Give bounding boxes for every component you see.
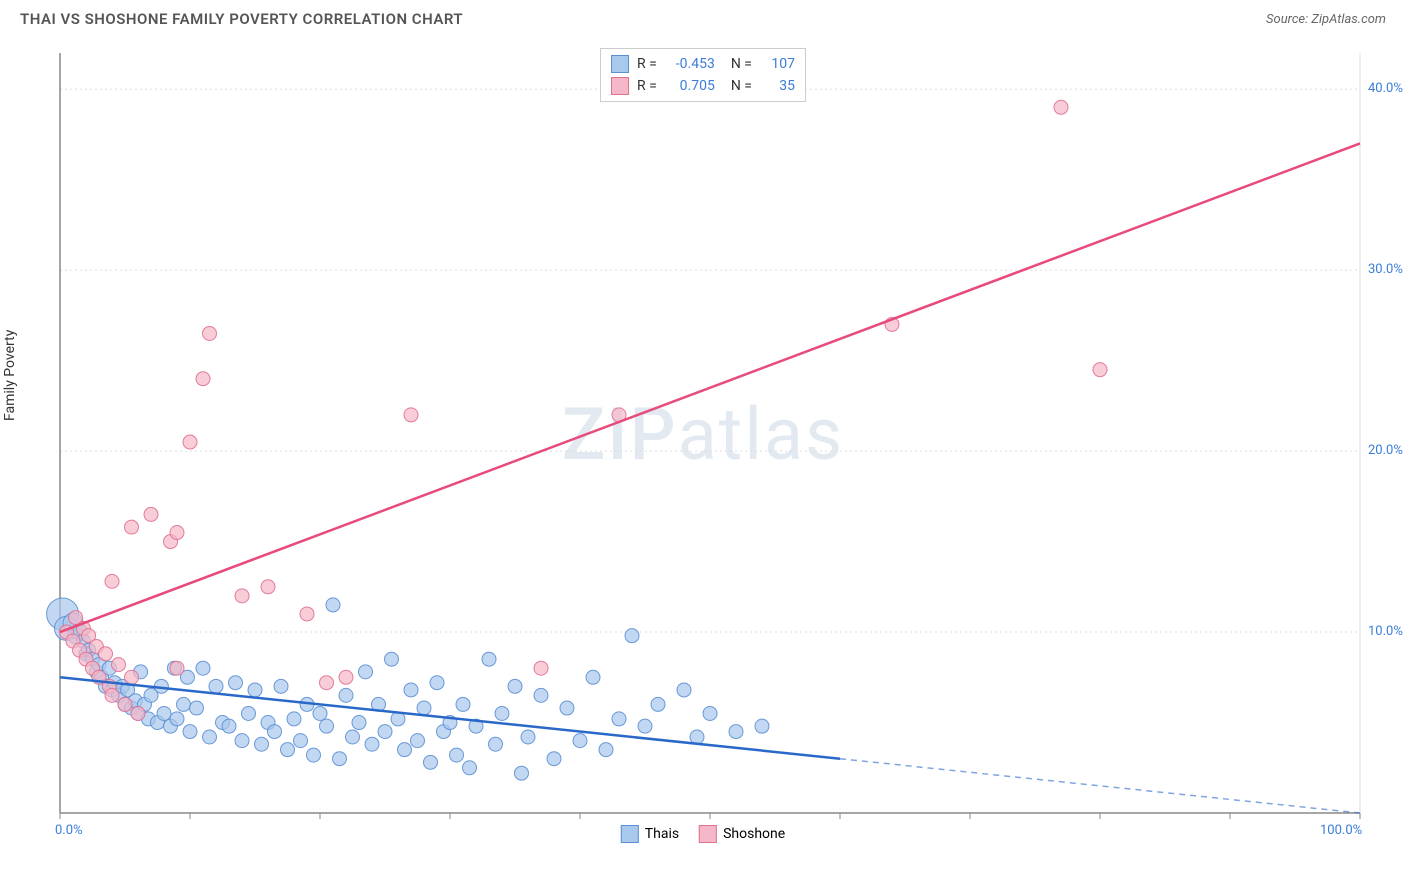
n-label: N = [731,56,752,72]
legend-swatch-icon [611,77,629,95]
legend-series-item: Shoshone [699,825,785,843]
x-tick-label: 0.0% [55,823,83,838]
n-value: 107 [760,56,795,72]
n-value: 35 [760,78,795,94]
legend-swatch-icon [611,55,629,73]
legend-correlation-stats: R = -0.453 N = 107 R = 0.705 N = 35 [600,48,806,102]
legend-series-item: Thais [621,825,679,843]
x-tick-label: 100.0% [1320,823,1362,838]
chart-title: THAI VS SHOSHONE FAMILY POVERTY CORRELAT… [20,10,463,28]
y-axis-label: Family Poverty [2,330,18,421]
legend-series-label: Thais [645,826,679,842]
chart-source: Source: ZipAtlas.com [1266,12,1386,27]
legend-stat-row: R = -0.453 N = 107 [611,53,795,75]
r-value: 0.705 [665,78,715,94]
r-label: R = [637,78,657,94]
chart-header: THAI VS SHOSHONE FAMILY POVERTY CORRELAT… [0,0,1406,33]
y-tick-label: 30.0% [1368,262,1403,277]
n-label: N = [731,78,752,94]
legend-swatch-icon [699,825,717,843]
legend-series: Thais Shoshone [621,825,785,843]
r-value: -0.453 [665,56,715,72]
chart-container: Family Poverty ZIPatlas R =-0.453N =107R… [20,33,1386,853]
legend-stat-row: R = 0.705 N = 35 [611,75,795,97]
y-tick-label: 40.0% [1368,81,1403,96]
r-label: R = [637,56,657,72]
y-tick-label: 20.0% [1368,443,1403,458]
legend-swatch-icon [621,825,639,843]
y-tick-label: 10.0% [1368,624,1403,639]
legend-series-label: Shoshone [723,826,785,842]
scatter-chart-svg [20,33,1386,853]
